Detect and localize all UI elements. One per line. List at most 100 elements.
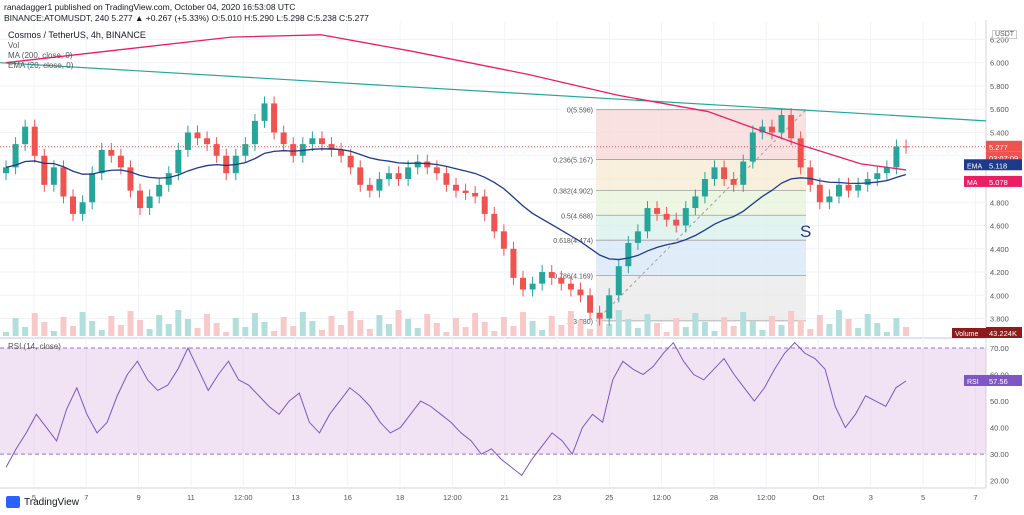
candle-body xyxy=(759,126,766,133)
volume-bar xyxy=(673,318,680,336)
fib-layer: 0(5.596) 0.236(5.167) 0.382(4.902) 0.5(4.68… xyxy=(553,108,807,326)
volume-bar xyxy=(730,326,737,336)
candle-body xyxy=(749,132,756,162)
volume-bar xyxy=(338,325,345,336)
candle-body xyxy=(137,190,144,209)
candle-layer xyxy=(3,96,909,326)
candle-body xyxy=(567,283,574,290)
volume-bar xyxy=(395,310,402,336)
volume-bar xyxy=(768,316,775,336)
volume-bar xyxy=(232,318,239,336)
volume-bar xyxy=(749,321,756,336)
rsi-pane-bg xyxy=(0,338,986,488)
volume-bar xyxy=(223,332,230,336)
annotation-s: S xyxy=(800,222,812,241)
candle-body xyxy=(673,219,680,226)
candle-body xyxy=(491,213,498,232)
axis-layer: 6.2006.0005.8005.6005.4005.2005.0004.800… xyxy=(32,35,1009,502)
last-price-badge-bg xyxy=(986,140,1022,152)
rsi-value-badge-bg xyxy=(986,374,1022,386)
volume-tag-bg xyxy=(952,328,986,338)
volume-bar xyxy=(127,311,134,336)
candle-body xyxy=(835,184,842,197)
candle-body xyxy=(433,167,440,174)
volume-bar xyxy=(165,324,172,336)
candle-body xyxy=(874,173,881,179)
candle-body xyxy=(692,196,699,209)
volume-bar xyxy=(184,319,191,336)
volume-bar xyxy=(778,325,785,336)
volume-bar xyxy=(12,318,19,336)
candle-body xyxy=(395,173,402,179)
volume-bar xyxy=(242,327,249,336)
volume-bar xyxy=(137,320,144,336)
price-tick-label: 6.000 xyxy=(990,59,1009,68)
volume-bar xyxy=(711,331,718,336)
volume-bar xyxy=(424,314,431,336)
time-tick-label: 16 xyxy=(344,493,352,502)
volume-bar xyxy=(50,331,57,336)
candle-body xyxy=(558,277,565,284)
candle-body xyxy=(376,179,383,191)
candle-body xyxy=(654,208,661,214)
rsi-layer xyxy=(0,341,986,477)
last-price-badge-text: 5.277 xyxy=(989,143,1008,152)
candle-body xyxy=(175,149,182,174)
volume-bar xyxy=(845,319,852,336)
candle-body xyxy=(768,126,775,133)
candle-body xyxy=(309,138,316,145)
time-tick-label: 12:00 xyxy=(443,493,462,502)
price-tick-label: 5.400 xyxy=(990,128,1009,137)
volume-layer xyxy=(3,310,909,336)
volume-bar xyxy=(194,328,201,336)
volume-bar xyxy=(414,328,421,336)
volume-bar xyxy=(89,321,96,336)
volume-bar xyxy=(663,332,670,336)
volume-bar xyxy=(79,312,86,336)
candle-body xyxy=(98,149,105,174)
candle-body xyxy=(194,132,201,139)
volume-bar xyxy=(864,314,871,336)
rsi-tick-label: 40.00 xyxy=(990,424,1009,433)
price-tick-label: 4.600 xyxy=(990,222,1009,231)
volume-value-badge-bg xyxy=(986,327,1022,338)
candle-body xyxy=(338,149,345,156)
candle-body xyxy=(89,173,96,203)
candle-body xyxy=(778,115,785,133)
volume-bar xyxy=(433,323,440,336)
time-tick-label: 5 xyxy=(921,493,925,502)
volume-bar xyxy=(510,326,517,336)
fib-level-label: 0.382(4.902) xyxy=(553,188,593,195)
price-tick-label: 6.200 xyxy=(990,35,1009,44)
rsi-tick-label: 70.00 xyxy=(990,344,1009,353)
volume-bar xyxy=(682,327,689,336)
volume-bar xyxy=(318,330,325,336)
volume-tag-text: Volume xyxy=(955,331,978,338)
fib-level-label: 0.236(5.167) xyxy=(553,158,593,165)
candle-body xyxy=(606,295,613,319)
candle-body xyxy=(740,161,747,185)
volume-bar xyxy=(481,322,488,336)
candle-body xyxy=(500,231,507,249)
volume-bar xyxy=(615,310,622,336)
volume-bar xyxy=(376,315,383,336)
time-tick-label: 9 xyxy=(137,493,141,502)
volume-bar xyxy=(70,326,77,336)
candle-body xyxy=(50,167,57,185)
volume-bar xyxy=(491,331,498,336)
volume-bar xyxy=(740,312,747,336)
candle-body xyxy=(453,184,459,191)
candle-body xyxy=(3,167,9,174)
candle-body xyxy=(481,196,488,214)
candle-body xyxy=(156,184,163,197)
volume-bar xyxy=(874,323,881,336)
time-tick-label: 28 xyxy=(710,493,718,502)
candle-body xyxy=(711,167,718,179)
fib-zone xyxy=(596,159,806,191)
candle-body xyxy=(826,196,833,203)
candle-body xyxy=(730,179,737,185)
time-tick-label: 7 xyxy=(84,493,88,502)
candle-body xyxy=(223,155,230,174)
footer-logo[interactable]: TradingView xyxy=(6,496,79,508)
ema-label: EMA (20, close, 0) xyxy=(8,61,74,70)
